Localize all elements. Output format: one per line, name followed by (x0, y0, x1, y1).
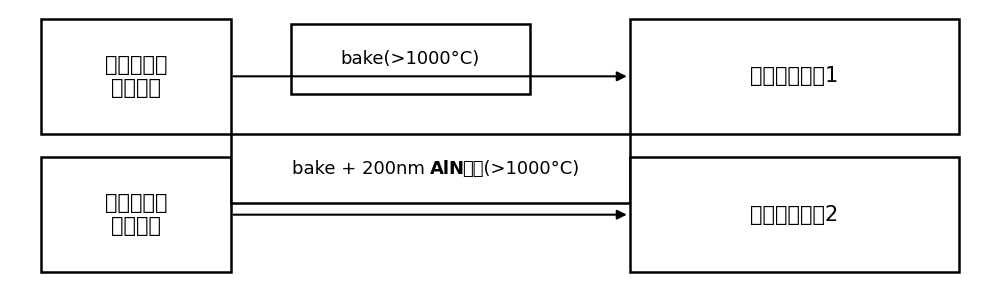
Bar (231, 134, 630, 203)
Bar (291, 24, 530, 94)
Text: 外延生长样品2: 外延生长样品2 (750, 205, 838, 225)
Text: AlN: AlN (430, 159, 465, 178)
Bar (41, 19, 231, 134)
Bar (630, 157, 959, 272)
Text: 外延生长样品1: 外延生长样品1 (750, 66, 838, 86)
Text: 上一炉次的
外延生长: 上一炉次的 外延生长 (105, 55, 167, 98)
Text: 生长(>1000°C): 生长(>1000°C) (462, 159, 579, 178)
Text: bake(>1000°C): bake(>1000°C) (341, 50, 480, 68)
Bar (630, 19, 959, 134)
Bar (41, 157, 231, 272)
Text: 上一炉次的
外延生长: 上一炉次的 外延生长 (105, 193, 167, 236)
Text: bake + 200nm: bake + 200nm (292, 159, 430, 178)
